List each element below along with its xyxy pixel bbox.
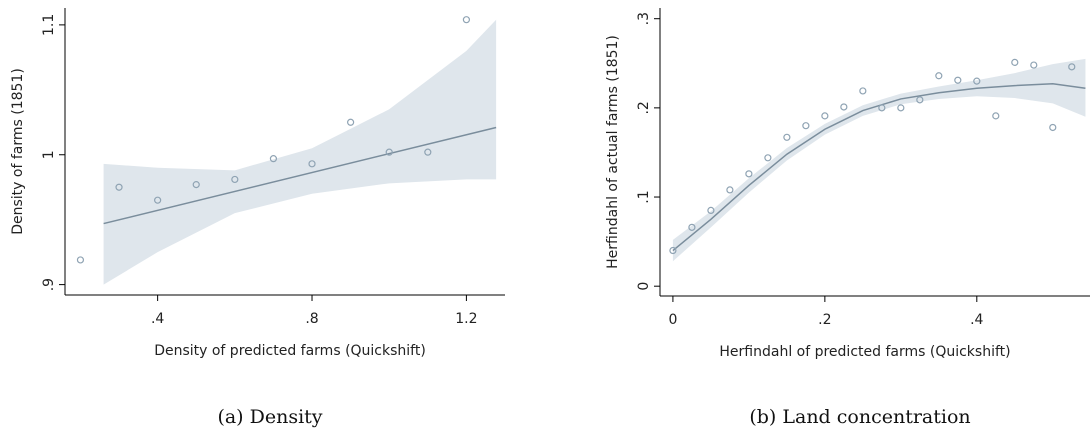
data-point (669, 246, 677, 255)
y-tick-label: .3 (636, 12, 652, 25)
x-tick-label: .4 (970, 312, 983, 328)
data-point (878, 104, 886, 112)
data-point (385, 148, 393, 156)
data-point (269, 155, 278, 163)
confidence-band (103, 19, 497, 285)
data-point (821, 112, 829, 120)
data-point (115, 183, 123, 191)
data-point (1030, 61, 1038, 69)
data-point (973, 77, 981, 85)
data-point (231, 175, 239, 184)
data-point (1011, 58, 1019, 66)
x-tick-label: .2 (818, 312, 831, 328)
data-point (935, 72, 943, 80)
data-point (707, 206, 715, 215)
x-tick-label: .4 (151, 311, 164, 327)
y-tick-label: .1 (636, 190, 652, 203)
data-point (462, 16, 471, 24)
y-tick-label: 1 (41, 150, 57, 159)
fit-line (103, 126, 497, 225)
caption: (b) Land concentration (749, 406, 970, 428)
data-point (745, 170, 753, 178)
data-point (954, 76, 962, 84)
data-point (347, 118, 355, 126)
x-axis-label: Herfindahl of predicted farms (Quickshif… (719, 344, 1010, 360)
x-tick-label: 0 (668, 312, 677, 328)
y-axis-label: Density of farms (1851) (10, 68, 26, 235)
data-point (764, 154, 772, 162)
data-point (192, 181, 200, 189)
data-point (688, 223, 696, 231)
y-tick-label: .9 (41, 278, 57, 291)
data-point (1068, 63, 1076, 71)
data-point (992, 112, 1000, 120)
y-tick-label: .2 (636, 101, 652, 114)
data-point (154, 196, 162, 204)
data-point (897, 104, 905, 112)
data-point (1049, 123, 1057, 132)
x-tick-label: 1.2 (455, 311, 477, 327)
data-point (916, 96, 924, 104)
data-point (308, 160, 316, 168)
data-point (859, 87, 867, 95)
x-axis-label: Density of predicted farms (Quickshift) (154, 343, 426, 359)
y-tick-label: 0 (636, 282, 652, 291)
caption: (a) Density (217, 406, 322, 428)
y-tick-label: 1.1 (41, 14, 57, 36)
data-point (726, 186, 734, 194)
data-point (840, 103, 848, 111)
data-point (783, 133, 791, 141)
y-axis-label: Herfindahl of actual farms (1851) (605, 35, 621, 269)
data-point (802, 122, 810, 130)
confidence-band (672, 58, 1086, 262)
data-point (424, 148, 432, 156)
data-point (76, 256, 85, 264)
x-tick-label: .8 (305, 311, 318, 327)
